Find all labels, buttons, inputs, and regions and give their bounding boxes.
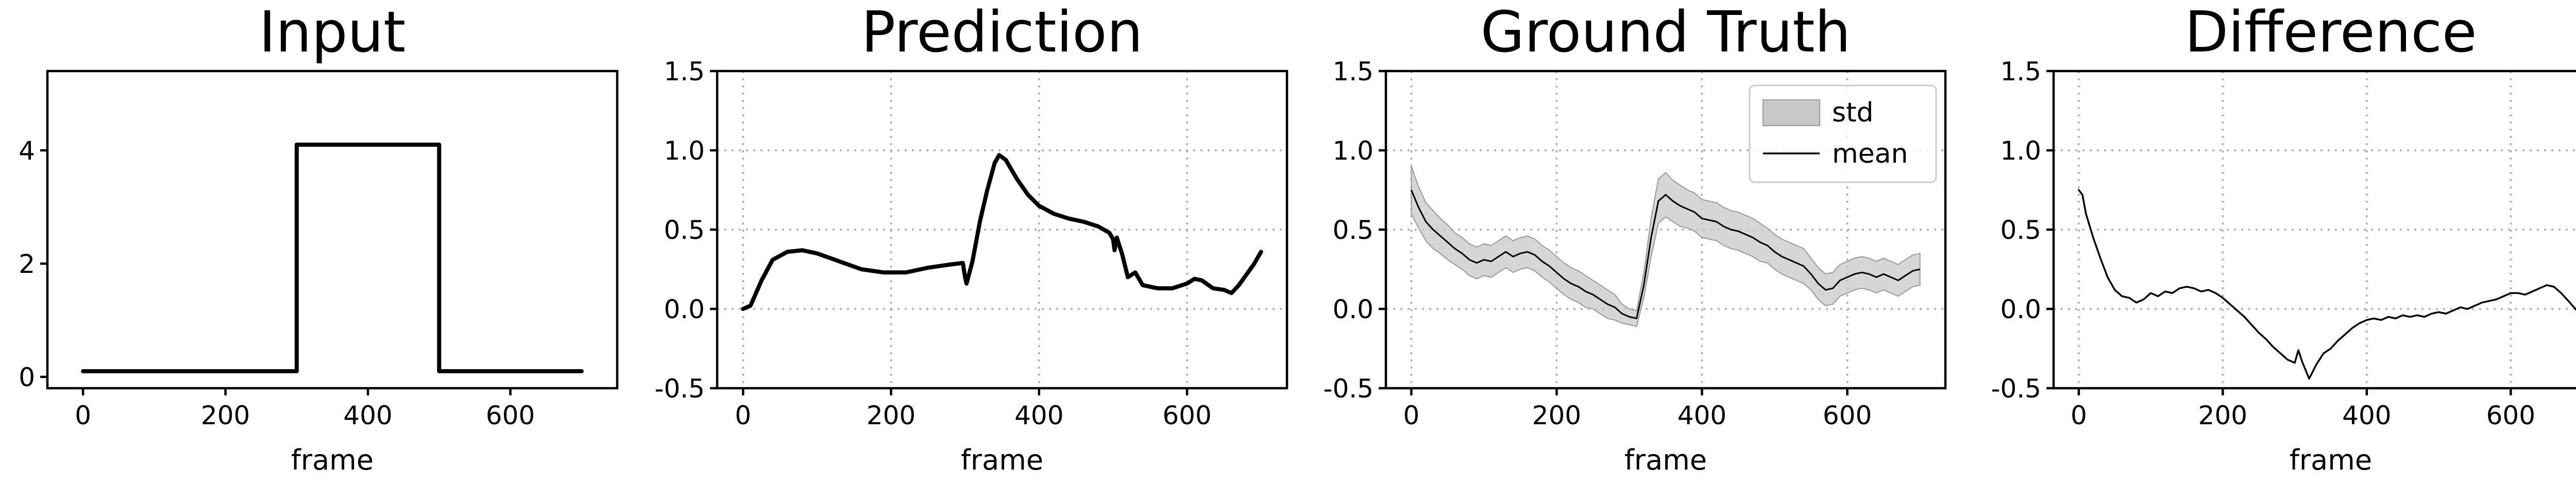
x-tick-label: 200 xyxy=(201,401,250,430)
series-line xyxy=(81,143,584,373)
y-tick-label: 1.5 xyxy=(664,57,705,86)
plot-area xyxy=(81,143,584,373)
plot-area xyxy=(2078,189,2576,380)
axes-frame xyxy=(46,70,619,390)
x-tick-label: 600 xyxy=(2486,401,2535,430)
y-tick-label: 0 xyxy=(19,362,35,392)
x-tick-label: 0 xyxy=(2071,401,2087,430)
y-tick-label: -0.5 xyxy=(654,374,705,404)
series-line xyxy=(2078,189,2576,380)
panel-3: 0 200 400 600 -0.5 0.0 0.5 1.0 1.5 Ground Truth fr… xyxy=(1323,0,1947,476)
y-tick-label: 0.5 xyxy=(2000,215,2041,245)
y-tick-label: 1.0 xyxy=(664,136,705,166)
x-tick-label: 0 xyxy=(75,401,91,430)
chart-title: Difference xyxy=(2184,0,2477,65)
x-tick-label: 200 xyxy=(867,401,916,430)
panel-2: 0 200 400 600 -0.5 0.0 0.5 1.0 1.5 Prediction fram… xyxy=(654,0,1289,476)
plot-area xyxy=(1410,166,1921,327)
y-tick-label: 0.0 xyxy=(2000,295,2041,324)
legend-mean-label: mean xyxy=(1832,138,1908,169)
y-tick-label: 0.0 xyxy=(664,295,705,324)
x-tick-label: 600 xyxy=(1162,401,1211,430)
y-tick-label: 1.5 xyxy=(2000,57,2041,86)
y-tick-label: 0.5 xyxy=(664,215,705,245)
x-tick-label: 0 xyxy=(735,401,751,430)
x-tick-label: 200 xyxy=(2198,401,2247,430)
x-axis-label: frame xyxy=(291,444,374,476)
panel-4: 0 200 400 600 -0.5 0.0 0.5 1.0 1.5 Difference fram… xyxy=(1991,0,2576,476)
y-tick-label: 1.0 xyxy=(2000,136,2041,166)
y-tick-label: -0.5 xyxy=(1323,374,1374,404)
y-tick-label: 1.0 xyxy=(1332,136,1374,166)
x-axis-label: frame xyxy=(961,444,1043,476)
x-tick-label: 400 xyxy=(343,401,392,430)
x-axis-label: frame xyxy=(2290,444,2372,476)
x-tick-label: 600 xyxy=(486,401,535,430)
y-tick-label: 4 xyxy=(19,136,35,166)
y-tick-label: -0.5 xyxy=(1991,374,2041,404)
x-axis-label: frame xyxy=(1624,444,1707,476)
legend: std mean xyxy=(1749,84,1937,183)
x-tick-label: 600 xyxy=(1823,401,1872,430)
y-tick-label: 0.0 xyxy=(1332,295,1374,324)
x-tick-label: 400 xyxy=(1014,401,1063,430)
plot-area xyxy=(741,153,1263,311)
y-tick-label: 1.5 xyxy=(1332,57,1374,86)
x-tick-label: 0 xyxy=(1403,401,1419,430)
x-tick-label: 400 xyxy=(1677,401,1726,430)
x-tick-label: 200 xyxy=(1532,401,1581,430)
legend-std-label: std xyxy=(1832,97,1874,128)
chart-title: Ground Truth xyxy=(1481,0,1851,65)
y-tick-label: 0.5 xyxy=(1332,215,1374,245)
panel-1: 0 200 400 600 0 2 4 Input frame xyxy=(19,0,619,476)
series-line xyxy=(741,153,1263,311)
std-band xyxy=(1411,166,1921,327)
y-tick-label: 2 xyxy=(19,249,35,279)
legend-std-swatch xyxy=(1762,99,1820,126)
chart-title: Prediction xyxy=(861,0,1143,65)
chart-title: Input xyxy=(259,0,406,65)
x-tick-label: 400 xyxy=(2342,401,2391,430)
mean-line xyxy=(1410,189,1920,319)
